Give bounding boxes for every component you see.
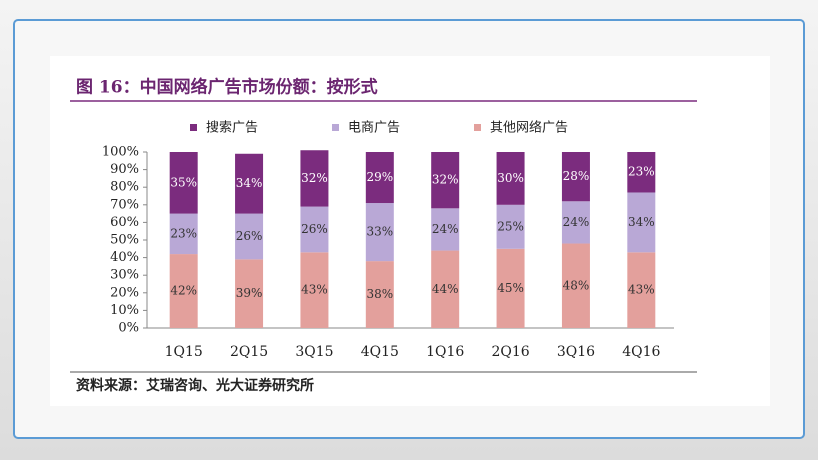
value-label: 38% — [366, 287, 393, 301]
bar-segment — [300, 206, 329, 253]
legend-label: 其他网络广告 — [490, 120, 568, 136]
y-tick-label: 10% — [110, 303, 139, 318]
legend-label: 搜索广告 — [206, 121, 258, 136]
value-label: 34% — [236, 176, 263, 190]
y-tick-label: 30% — [110, 268, 139, 283]
y-tick-label: 60% — [110, 215, 139, 230]
value-label: 44% — [432, 282, 459, 296]
value-label: 30% — [497, 171, 524, 185]
x-tick-label: 3Q15 — [295, 344, 333, 360]
bar-segment — [365, 203, 394, 262]
x-tick-label: 4Q15 — [361, 344, 399, 360]
bar-segment — [496, 152, 525, 205]
y-tick-label: 50% — [110, 233, 139, 248]
value-label: 28% — [563, 169, 590, 183]
legend-label: 电商广告 — [348, 121, 400, 136]
value-label: 24% — [432, 222, 459, 236]
bar-segment — [627, 152, 656, 193]
bar-segment — [169, 254, 198, 328]
legend-swatch — [190, 124, 197, 131]
x-tick-label: 3Q16 — [557, 344, 595, 360]
chart-title: 图 16：中国网络广告市场份额：按形式 — [76, 77, 378, 98]
value-label: 48% — [563, 278, 590, 292]
bar-segment — [235, 153, 264, 214]
y-tick-label: 100% — [102, 145, 139, 160]
y-tick-label: 20% — [110, 285, 139, 300]
bar-segment — [431, 208, 460, 251]
legend-swatch — [332, 124, 339, 131]
bar-segment — [300, 150, 329, 207]
bar-segment — [169, 213, 198, 255]
legend-swatch — [474, 124, 481, 131]
bar-segment — [496, 248, 525, 328]
value-label: 39% — [236, 286, 263, 300]
value-label: 32% — [301, 171, 328, 185]
value-label: 35% — [170, 175, 197, 189]
x-tick-label: 4Q16 — [622, 344, 660, 360]
bar-segment — [496, 204, 525, 249]
chart-area — [50, 56, 770, 406]
y-tick-label: 90% — [110, 162, 139, 177]
bar-segment — [561, 201, 590, 244]
x-tick-label: 2Q16 — [491, 344, 529, 360]
value-label: 42% — [170, 284, 197, 298]
bar-segment — [365, 152, 394, 204]
bar-segment — [235, 213, 264, 260]
value-label: 33% — [366, 225, 393, 239]
value-label: 34% — [628, 215, 655, 229]
value-label: 26% — [236, 229, 263, 243]
bar-segment — [235, 259, 264, 328]
bar-segment — [561, 152, 590, 202]
bar-segment — [431, 152, 460, 209]
x-tick-label: 1Q16 — [426, 344, 464, 360]
x-tick-label: 2Q15 — [230, 344, 268, 360]
y-tick-label: 40% — [110, 250, 139, 265]
bar-segment — [365, 261, 394, 328]
y-tick-label: 80% — [110, 180, 139, 195]
y-tick-label: 70% — [110, 197, 139, 212]
bar-segment — [561, 243, 590, 328]
value-label: 23% — [628, 165, 655, 179]
value-label: 32% — [432, 173, 459, 187]
value-label: 23% — [170, 226, 197, 240]
bar-segment — [169, 152, 198, 214]
value-label: 25% — [497, 219, 524, 233]
value-label: 43% — [301, 283, 328, 297]
value-label: 26% — [301, 222, 328, 236]
source: 资料来源：艾瑞咨询、光大证券研究所 — [76, 377, 314, 394]
bar-segment — [627, 252, 656, 328]
value-label: 29% — [366, 170, 393, 184]
value-label: 45% — [497, 281, 524, 295]
x-tick-label: 1Q15 — [165, 344, 203, 360]
y-tick-label: 0% — [118, 321, 139, 336]
value-label: 24% — [563, 215, 590, 229]
bar-segment — [431, 250, 460, 328]
value-label: 43% — [628, 283, 655, 297]
bar-segment — [300, 252, 329, 328]
bar-segment — [627, 192, 656, 253]
